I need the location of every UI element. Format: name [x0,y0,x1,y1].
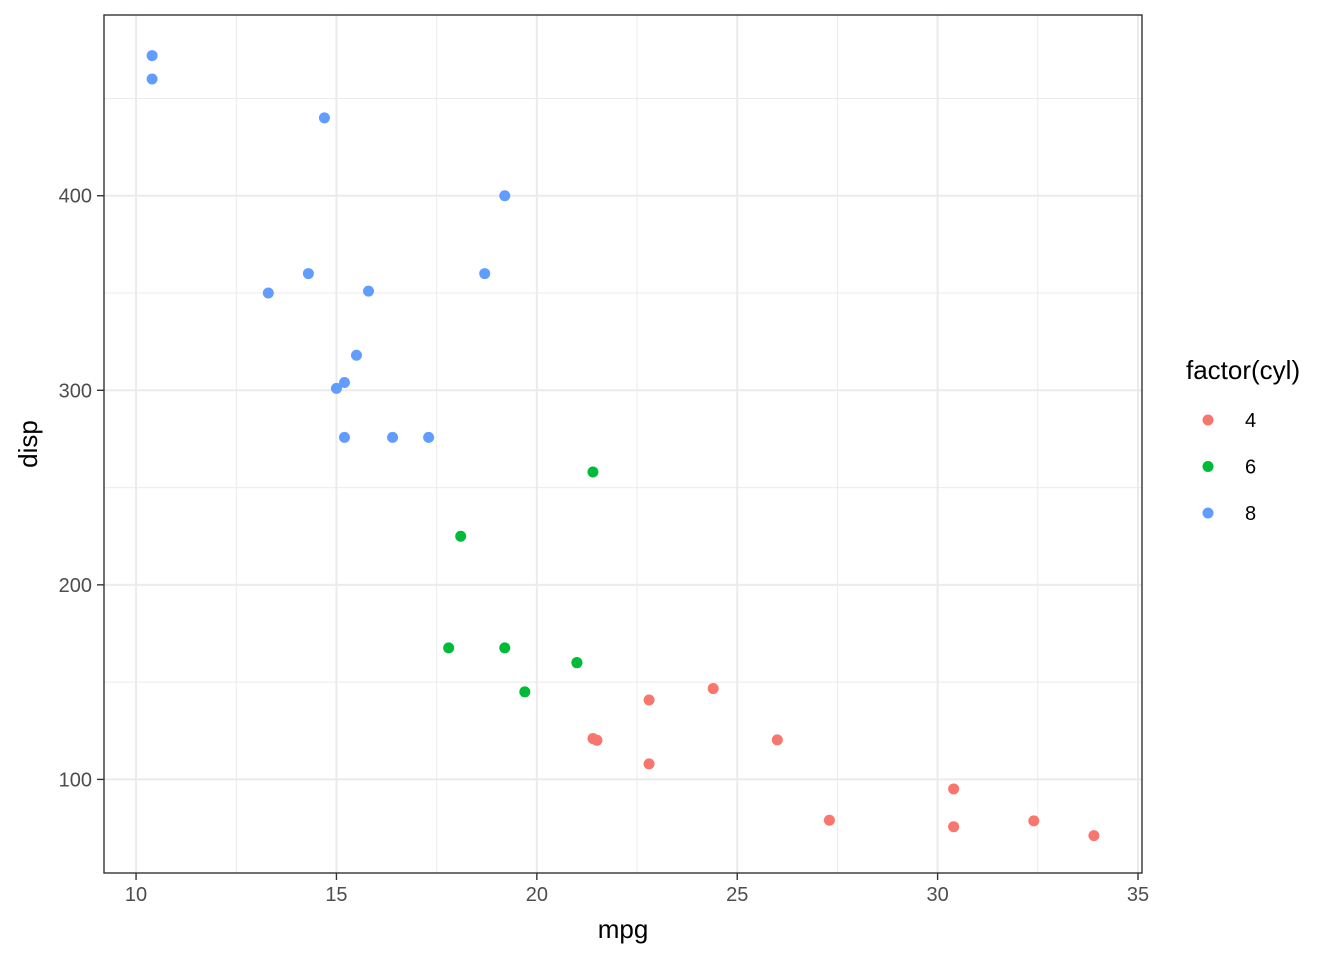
data-point-cyl-4 [587,733,599,745]
x-tick-label: 25 [726,884,748,906]
x-tick-label: 10 [125,884,147,906]
data-point-cyl-4 [823,814,835,826]
data-point-cyl-8 [262,287,274,299]
legend-key-6 [1202,461,1214,472]
data-point-cyl-8 [350,349,362,361]
y-axis: 100 200 300 400 [59,186,104,791]
plot-background [104,15,1142,873]
data-point-cyl-8 [363,285,375,297]
data-point-cyl-8 [146,50,158,62]
data-point-cyl-4 [948,783,960,795]
data-point-cyl-8 [302,268,314,280]
major-gridlines [104,15,1142,873]
data-point-cyl-6 [587,466,599,478]
y-tick-label: 100 [59,769,92,791]
data-point-cyl-8 [318,112,330,124]
data-point-cyl-4 [643,694,655,706]
data-point-cyl-8 [499,190,511,202]
legend-label-6: 6 [1245,457,1256,479]
y-tick-label: 400 [59,186,92,208]
data-point-cyl-8 [330,382,342,394]
data-point-cyl-4 [1088,830,1100,842]
data-point-cyl-4 [1028,815,1040,827]
y-tick-label: 300 [59,380,92,402]
x-tick-label: 15 [325,884,347,906]
x-axis-title: mpg [598,914,649,944]
data-point-cyl-8 [338,377,350,389]
data-point-cyl-4 [948,821,960,833]
legend-label-8: 8 [1245,503,1256,525]
legend-key-8 [1202,507,1214,519]
data-point-cyl-8 [146,73,158,85]
legend-title: factor(cyl) [1186,355,1300,385]
data-point-cyl-6 [443,642,455,654]
data-point-cyl-6 [455,530,467,542]
data-point-cyl-8 [387,431,399,443]
y-tick-label: 200 [59,575,92,597]
x-tick-label: 20 [526,884,548,906]
data-points [146,50,1100,842]
x-tick-label: 30 [926,884,948,906]
legend-items: 4 6 8 [1202,410,1256,525]
x-axis: 10 15 20 25 30 35 [125,873,1149,906]
data-point-cyl-4 [707,683,719,695]
plot-panel-border [103,14,1143,874]
data-point-cyl-4 [643,758,655,770]
x-tick-label: 35 [1127,884,1149,906]
legend-item-6: 6 [1202,457,1256,479]
legend-label-4: 4 [1245,410,1256,432]
data-point-cyl-8 [479,268,491,280]
legend-key-4 [1202,414,1214,426]
legend-item-4: 4 [1202,410,1256,432]
legend-item-8: 8 [1202,503,1256,525]
legend: factor(cyl) 4 6 8 [1186,355,1300,525]
y-axis-title: disp [13,420,43,468]
data-point-cyl-4 [771,734,783,746]
data-point-cyl-8 [338,431,350,443]
data-point-cyl-8 [423,431,435,443]
data-point-cyl-6 [519,686,531,698]
data-point-cyl-6 [571,657,583,669]
data-point-cyl-6 [499,642,511,654]
minor-gridlines [104,15,1142,873]
